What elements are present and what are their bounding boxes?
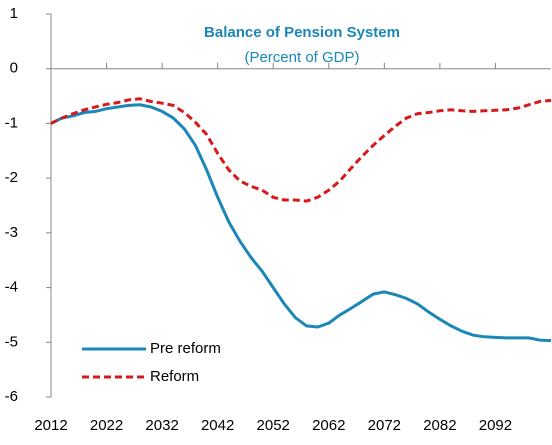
y-tick-label: -4 (5, 279, 18, 296)
x-tick-label: 2082 (423, 417, 456, 434)
y-tick-label: -2 (5, 169, 18, 186)
legend-label: Reform (150, 368, 199, 385)
x-tick-label: 2052 (257, 417, 290, 434)
series-line (50, 103, 552, 343)
chart-subtitle: (Percent of GDP) (244, 49, 359, 66)
y-tick-label: 1 (10, 5, 18, 22)
x-tick-label: 2072 (368, 417, 401, 434)
x-tick-label: 2032 (145, 417, 178, 434)
y-tick-label: -1 (5, 114, 18, 131)
y-tick-label: 0 (10, 60, 18, 77)
series-line (50, 97, 552, 203)
x-tick-label: 2022 (90, 417, 123, 434)
x-tick-label: 2012 (34, 417, 67, 434)
legend-label: Pre reform (150, 340, 221, 357)
y-tick-label: -3 (5, 224, 18, 241)
y-tick-label: -5 (5, 333, 18, 350)
chart-title: Balance of Pension System (204, 24, 400, 41)
x-tick-label: 2062 (312, 417, 345, 434)
y-tick-label: -6 (5, 388, 18, 405)
x-tick-label: 2092 (479, 417, 512, 434)
x-tick-label: 2042 (201, 417, 234, 434)
